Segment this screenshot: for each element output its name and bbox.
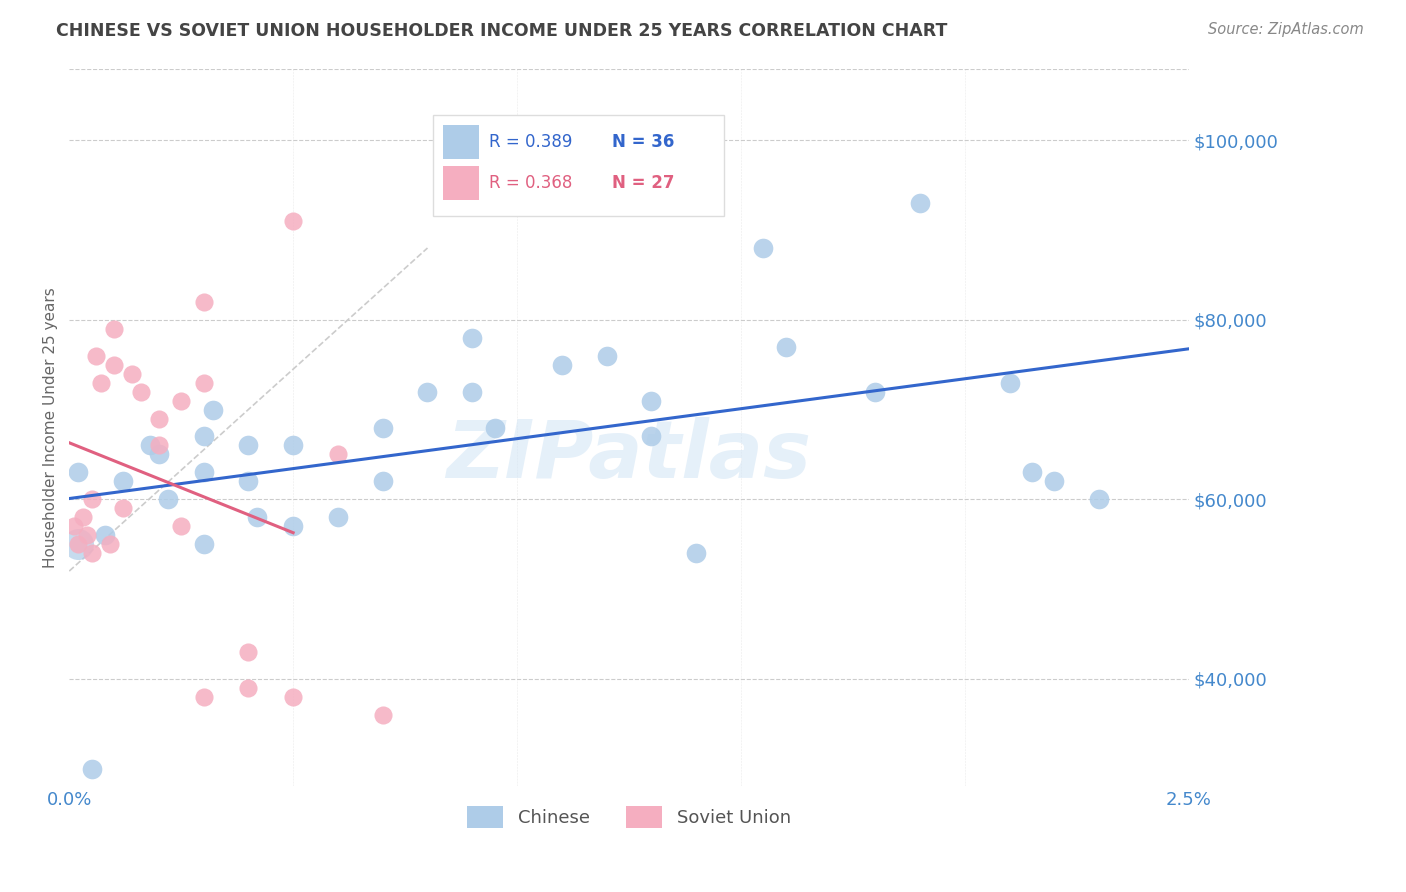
Point [170,519,193,533]
Point [129,384,152,399]
Point [76,528,98,542]
Point [461,384,484,399]
Point [148,411,170,425]
FancyBboxPatch shape [443,166,479,200]
FancyBboxPatch shape [443,125,479,159]
FancyBboxPatch shape [433,115,724,216]
Point [193,690,215,704]
Point [193,537,215,551]
Point [461,331,484,345]
Point [94,528,117,542]
Point [865,384,887,399]
Point [484,420,506,434]
Y-axis label: Householder Income Under 25 years: Householder Income Under 25 years [44,287,58,568]
Point [67,466,90,480]
Point [80,492,103,507]
Text: Source: ZipAtlas.com: Source: ZipAtlas.com [1208,22,1364,37]
Point [998,376,1021,390]
Point [80,546,103,560]
Point [156,492,179,507]
Point [246,510,269,524]
Point [281,690,304,704]
Point [595,349,617,363]
Point [201,402,224,417]
Point [1043,475,1066,489]
Point [908,196,931,211]
Point [103,322,125,336]
Point [371,707,394,722]
Point [1021,466,1043,480]
Point [640,429,662,443]
Text: ZIPatlas: ZIPatlas [447,417,811,495]
Point [371,420,394,434]
Point [72,510,94,524]
Point [238,681,260,695]
Legend: Chinese, Soviet Union: Chinese, Soviet Union [460,798,797,835]
Point [80,762,103,776]
Point [193,376,215,390]
Point [685,546,707,560]
Point [752,241,775,255]
Text: R = 0.368: R = 0.368 [489,175,572,193]
Point [90,376,112,390]
Point [281,438,304,452]
Point [640,393,662,408]
Point [148,438,170,452]
Point [1088,492,1111,507]
Point [238,438,260,452]
Point [139,438,162,452]
Point [84,349,107,363]
Point [111,501,134,516]
Point [121,367,143,381]
Point [775,340,797,354]
Point [281,519,304,533]
Point [193,429,215,443]
Point [67,537,90,551]
Point [67,537,90,551]
Point [551,358,574,372]
Point [193,294,215,309]
Point [103,358,125,372]
Point [170,393,193,408]
Point [326,510,349,524]
Text: N = 27: N = 27 [612,175,675,193]
Text: N = 36: N = 36 [612,133,675,151]
Point [148,447,170,461]
Point [281,214,304,228]
Point [111,475,134,489]
Point [238,645,260,659]
Point [371,475,394,489]
Point [416,384,439,399]
Point [326,447,349,461]
Point [98,537,121,551]
Text: CHINESE VS SOVIET UNION HOUSEHOLDER INCOME UNDER 25 YEARS CORRELATION CHART: CHINESE VS SOVIET UNION HOUSEHOLDER INCO… [56,22,948,40]
Text: R = 0.389: R = 0.389 [489,133,572,151]
Point [238,475,260,489]
Point [62,519,84,533]
Point [193,466,215,480]
